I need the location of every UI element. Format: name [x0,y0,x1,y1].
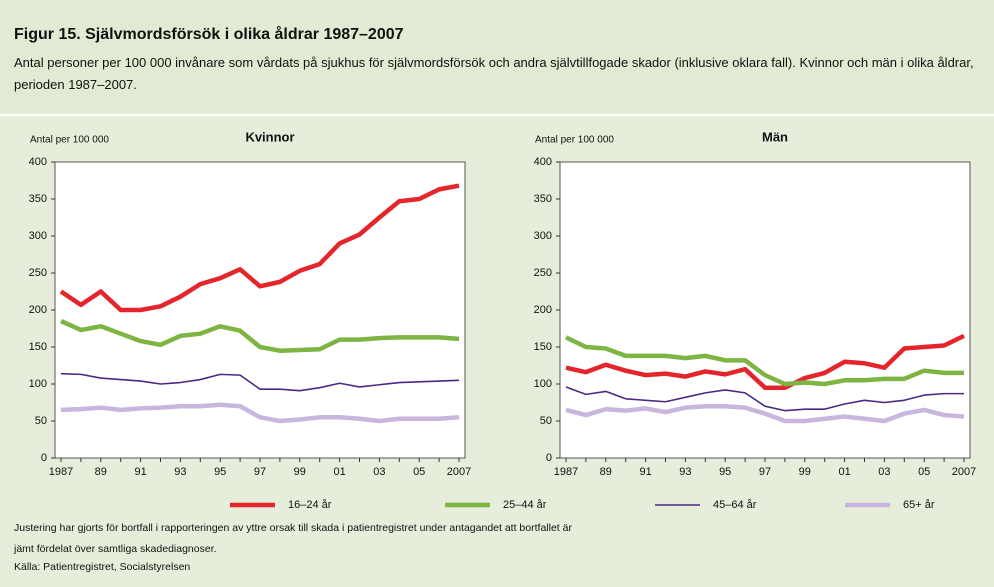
chart-title: Kvinnor [245,129,294,144]
x-tick-label: 99 [799,466,811,478]
series-line [565,335,964,387]
series-line [565,403,965,424]
y-tick-label: 250 [29,267,47,279]
x-tick-label: 91 [639,466,651,478]
legend-label: 25–44 år [503,499,547,511]
series-line [59,183,460,313]
x-tick-label: 05 [918,466,930,478]
series-line [60,372,460,392]
series-line [565,333,965,390]
x-tick-label: 1987 [49,466,73,478]
series-line [565,386,964,412]
y-tick-label: 300 [29,230,47,242]
series-line [60,402,460,424]
legend-label: 16–24 år [288,499,332,511]
y-axis-label: Antal per 100 000 [30,135,109,146]
y-tick-label: 400 [534,156,552,168]
y-tick-label: 150 [534,341,552,353]
x-tick-label: 89 [600,466,612,478]
y-tick-label: 150 [29,341,47,353]
x-tick-label: 91 [134,466,146,478]
y-tick-label: 0 [41,452,47,464]
y-axis-label: Antal per 100 000 [535,135,614,146]
legend-label: 45–64 år [713,499,757,511]
figure-subtitle: Antal personer per 100 000 invånare som … [14,55,974,92]
y-tick-label: 400 [29,156,47,168]
x-tick-label: 95 [719,466,731,478]
x-tick-label: 05 [413,466,425,478]
y-tick-label: 300 [534,230,552,242]
x-tick-label: 01 [333,466,345,478]
x-tick-label: 97 [254,466,266,478]
y-tick-label: 50 [540,415,552,427]
source: Källa: Patientregistret, Socialstyrelsen [14,561,191,573]
x-tick-label: 99 [294,466,306,478]
x-tick-label: 03 [878,466,890,478]
note: Justering har gjorts för bortfall i rapp… [14,522,572,555]
x-tick-label: 93 [679,466,691,478]
x-tick-label: 03 [373,466,385,478]
chart-title: Män [762,129,788,144]
x-tick-label: 01 [838,466,850,478]
y-tick-label: 350 [534,193,552,205]
x-tick-label: 97 [759,466,771,478]
x-tick-label: 2007 [447,466,471,478]
y-tick-label: 200 [29,304,47,316]
series-line [60,319,460,353]
x-tick-label: 89 [95,466,107,478]
y-tick-label: 250 [534,267,552,279]
y-tick-label: 50 [35,415,47,427]
y-tick-label: 350 [29,193,47,205]
figure-title: Figur 15. Självmordsförsök i olika åldra… [14,26,404,43]
plot-area [54,161,466,459]
y-tick-label: 100 [29,378,47,390]
header: Figur 15. Självmordsförsök i olika åldra… [0,0,994,116]
x-tick-label: 1987 [554,466,578,478]
legend-label: 65+ år [903,499,935,511]
x-tick-label: 95 [214,466,226,478]
y-tick-label: 200 [534,304,552,316]
x-tick-label: 2007 [952,466,976,478]
x-tick-label: 93 [174,466,186,478]
y-tick-label: 100 [534,378,552,390]
y-tick-label: 0 [546,452,552,464]
